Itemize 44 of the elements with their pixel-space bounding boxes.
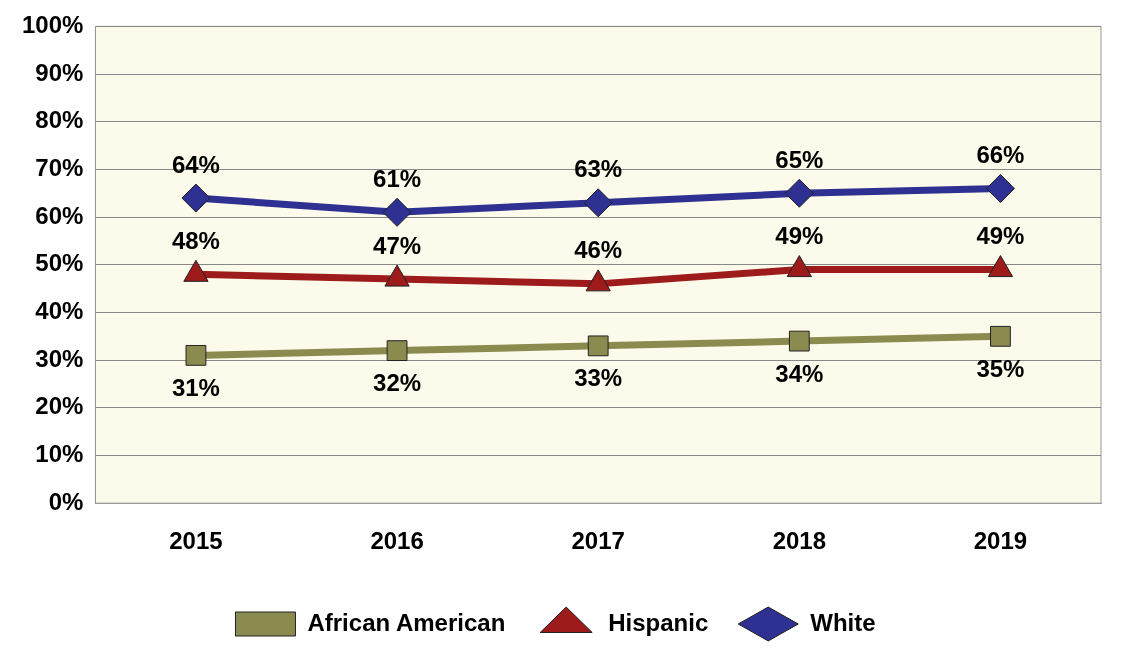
x-tick-label: 2017 xyxy=(571,527,625,555)
point xyxy=(583,188,613,218)
data-label: 61% xyxy=(373,164,422,192)
point xyxy=(382,197,412,227)
data-label: 49% xyxy=(976,222,1025,250)
data-label: 47% xyxy=(373,231,422,259)
data-label: 46% xyxy=(574,236,623,264)
y-tick-label: 40% xyxy=(35,297,84,325)
point xyxy=(788,330,810,352)
point xyxy=(181,183,211,213)
y-tick-label: 80% xyxy=(35,106,84,134)
x-tick-label: 2015 xyxy=(169,527,223,555)
data-label: 63% xyxy=(574,155,623,183)
y-tick-label: 90% xyxy=(35,58,84,86)
x-tick-label: 2016 xyxy=(370,527,424,555)
data-label: 49% xyxy=(775,222,824,250)
point xyxy=(784,178,814,208)
data-label: 34% xyxy=(775,359,824,387)
data-label: 31% xyxy=(171,374,220,402)
data-label: 48% xyxy=(171,226,220,254)
y-tick-label: 10% xyxy=(35,440,84,468)
point xyxy=(990,325,1011,347)
x-tick-label: 2019 xyxy=(973,527,1028,555)
data-label: 35% xyxy=(976,354,1025,382)
data-label: 65% xyxy=(775,145,824,173)
legend-label: Hispanic xyxy=(608,608,709,636)
point xyxy=(587,335,609,357)
legend-label: African American xyxy=(307,608,506,636)
y-tick-label: 30% xyxy=(35,344,84,372)
y-tick-label: 60% xyxy=(35,201,84,229)
data-label: 64% xyxy=(171,150,220,178)
x-tick-label: 2018 xyxy=(772,527,827,555)
y-tick-label: 100% xyxy=(21,11,84,39)
point xyxy=(985,174,1015,204)
y-tick-label: 0% xyxy=(48,487,84,515)
y-tick-label: 50% xyxy=(35,249,84,277)
data-label: 33% xyxy=(574,364,623,392)
data-label: 32% xyxy=(373,369,422,397)
y-tick-label: 20% xyxy=(35,392,84,420)
legend-label: White xyxy=(810,608,876,636)
point xyxy=(185,344,207,366)
y-tick-label: 70% xyxy=(35,154,84,182)
point xyxy=(386,340,408,362)
data-label: 66% xyxy=(976,141,1025,169)
